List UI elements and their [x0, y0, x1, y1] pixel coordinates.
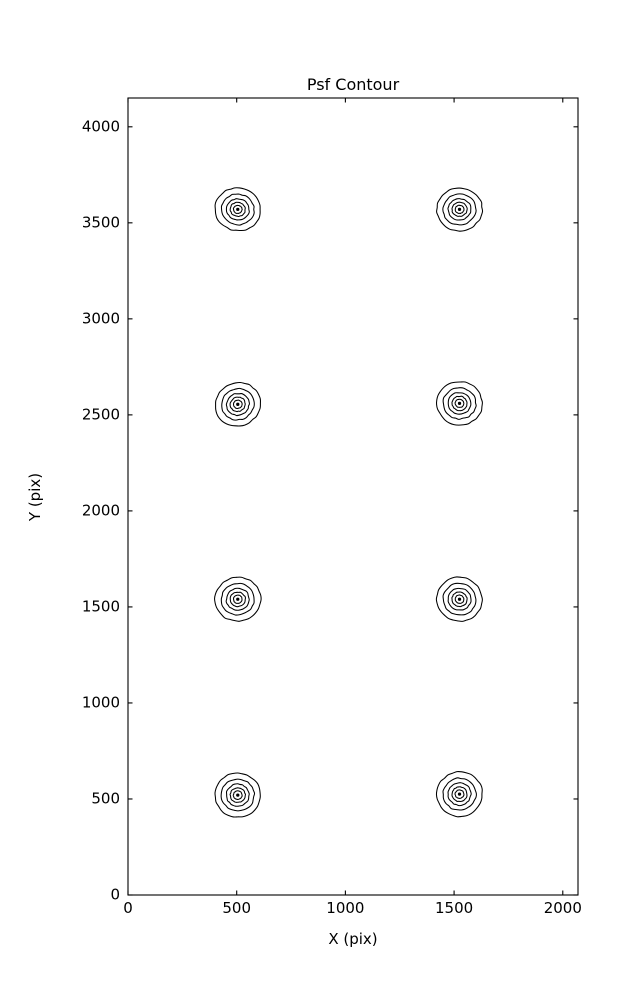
contour-level — [451, 786, 468, 803]
contour-level — [220, 778, 256, 812]
psf-contour-cluster — [435, 576, 483, 622]
contour-level — [451, 201, 468, 217]
contour-level — [447, 587, 472, 611]
psf-contour-cluster — [214, 187, 261, 232]
tick-marks — [127, 98, 578, 896]
contour-peak — [236, 402, 240, 406]
contour-level — [220, 582, 255, 616]
contour-level — [215, 381, 261, 427]
contour-level — [225, 587, 250, 611]
y-tick-label: 3500 — [82, 213, 120, 231]
y-tick-label: 500 — [91, 789, 120, 807]
contour-level — [220, 193, 255, 226]
contour-peak — [236, 207, 240, 212]
contour-level — [225, 198, 250, 221]
contour-level — [229, 201, 246, 218]
contour-level — [435, 576, 483, 622]
contour-level — [214, 576, 262, 622]
y-tick-label: 3000 — [82, 309, 120, 327]
contour-level — [233, 594, 243, 604]
contour-level — [454, 398, 465, 408]
contour-level — [454, 789, 465, 799]
y-tick-label: 2500 — [82, 405, 120, 423]
contour-level — [435, 771, 483, 818]
x-tick-label: 500 — [222, 899, 251, 917]
contour-level — [442, 193, 477, 226]
contour-level — [225, 783, 250, 807]
contour-level — [451, 395, 468, 412]
contour-level — [232, 204, 243, 214]
contour-level — [454, 594, 465, 604]
psf-contour-cluster — [214, 576, 262, 622]
contour-peak — [457, 597, 462, 601]
psf-contour-cluster — [214, 772, 261, 818]
psf-contour-cluster — [435, 771, 483, 818]
axes-frame — [127, 97, 579, 896]
y-tick-label: 1000 — [82, 693, 120, 711]
contour-level — [447, 782, 472, 807]
contour-level — [436, 381, 483, 426]
contour-level — [221, 387, 255, 421]
contour-level — [229, 787, 247, 803]
contour-level — [229, 591, 246, 608]
contour-peak — [236, 597, 240, 601]
contour-markers — [214, 187, 484, 818]
y-tick-label: 2000 — [82, 501, 120, 519]
x-axis-label: X (pix) — [328, 930, 377, 948]
contour-level — [447, 392, 472, 415]
contour-level — [442, 387, 477, 420]
y-tick-label: 4000 — [82, 117, 120, 135]
x-tick-label: 1000 — [326, 899, 364, 917]
psf-contour-cluster — [436, 187, 484, 232]
contour-level — [442, 582, 477, 616]
y-tick-label: 0 — [110, 886, 120, 904]
contour-level — [214, 187, 261, 232]
contour-level — [454, 204, 465, 215]
x-tick-label: 0 — [123, 899, 133, 917]
contour-peak — [457, 401, 462, 405]
contour-level — [229, 396, 246, 413]
contour-peak — [457, 792, 462, 796]
contour-level — [232, 790, 243, 801]
contour-level — [436, 187, 484, 232]
page-title: Psf Contour — [307, 75, 400, 94]
contour-peak — [236, 793, 240, 797]
psf-contour-cluster — [436, 381, 483, 426]
tick-labels: 0 500 1000 1500 2000 0 500 1000 1500 2000 2500 3000… — [82, 117, 582, 917]
contour-level — [214, 772, 261, 818]
y-tick-label: 1500 — [82, 597, 120, 615]
contour-level — [451, 591, 468, 608]
psf-contour-cluster — [215, 381, 261, 427]
y-axis-label: Y (pix) — [26, 473, 44, 522]
contour-level — [225, 393, 250, 417]
contour-peak — [457, 207, 462, 212]
x-tick-label: 1500 — [435, 899, 473, 917]
x-tick-label: 2000 — [544, 899, 582, 917]
contour-level — [447, 198, 472, 221]
contour-level — [232, 399, 243, 410]
contour-level — [442, 777, 477, 811]
